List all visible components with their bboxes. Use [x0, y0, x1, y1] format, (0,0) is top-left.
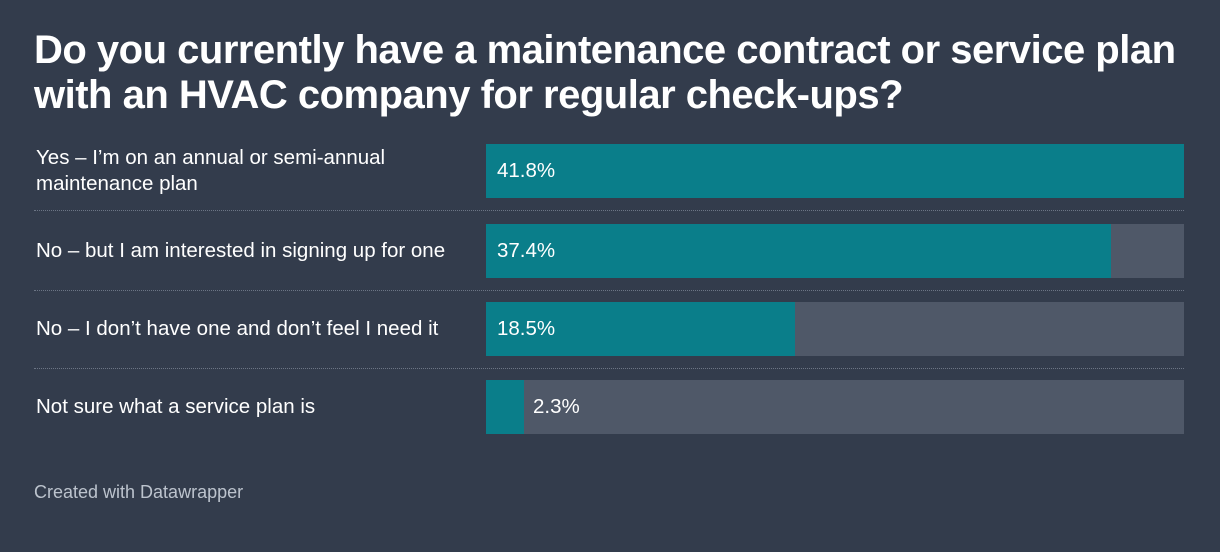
- row-divider: [34, 290, 1184, 291]
- bar: [486, 144, 1184, 198]
- value-label: 41.8%: [497, 159, 556, 182]
- category-label: Yes – I’m on an annual or semi-annual ma…: [36, 146, 386, 195]
- bar-track: 37.4%: [486, 224, 1184, 278]
- bar-row: Yes – I’m on an annual or semi-annual ma…: [34, 144, 1184, 198]
- bar: [486, 380, 524, 434]
- bar-row: Not sure what a service plan is 2.3%: [34, 380, 1184, 434]
- bar-row: No – I don’t have one and don’t feel I n…: [34, 302, 1184, 356]
- value-label: 37.4%: [497, 239, 556, 262]
- category-label: No – I don’t have one and don’t feel I n…: [36, 317, 439, 340]
- value-label: 18.5%: [497, 317, 556, 340]
- bar-track: 41.8%: [486, 144, 1184, 198]
- bar-row: No – but I am interested in signing up f…: [34, 224, 1184, 278]
- datawrapper-credit: Created with Datawrapper: [34, 482, 244, 502]
- bar: [486, 302, 795, 356]
- bar-track: 2.3%: [486, 380, 1184, 434]
- value-label: 2.3%: [533, 395, 580, 418]
- category-label: Not sure what a service plan is: [36, 395, 316, 418]
- bar: [486, 224, 1111, 278]
- row-divider: [34, 368, 1184, 369]
- row-divider: [34, 210, 1184, 211]
- category-label: No – but I am interested in signing up f…: [36, 239, 446, 262]
- bar-track: 18.5%: [486, 302, 1184, 356]
- chart-title: Do you currently have a maintenance cont…: [34, 28, 1176, 117]
